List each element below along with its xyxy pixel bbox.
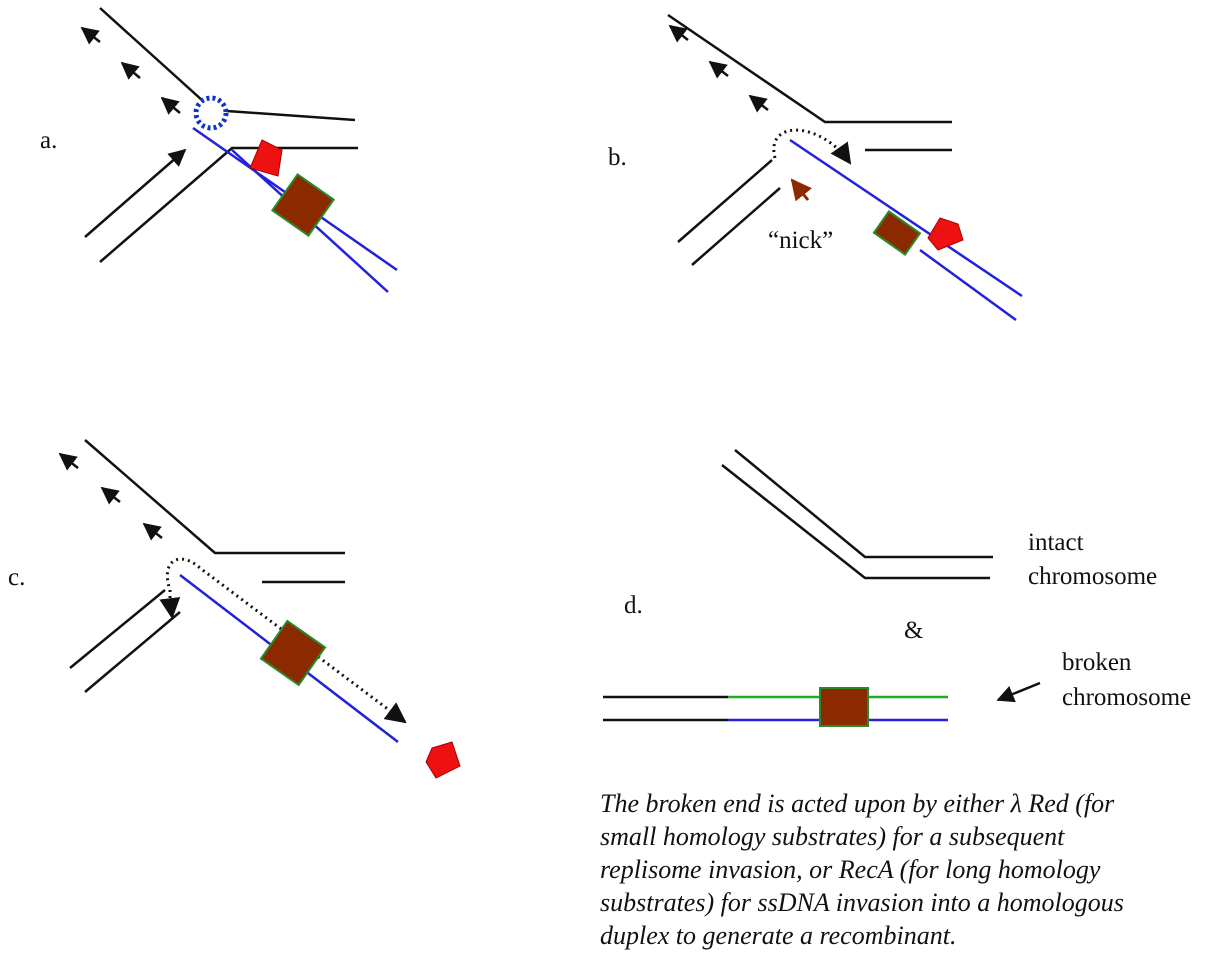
diagram: a. b. “nick” c. d. intact chromosome & b… [0,0,1225,959]
caption-line: small homology substrates) for a subsequ… [600,822,1065,851]
panel-label: c. [8,564,25,591]
caption-line: duplex to generate a recombinant. [600,921,956,950]
label: broken [1062,649,1132,676]
panel-a [82,8,397,292]
panel-label: d. [624,592,643,619]
annotation: “nick” [768,227,833,254]
panel-label: b. [608,144,627,171]
panel-d [603,450,1040,726]
caption-line: The broken end is acted upon by either λ… [600,789,1115,818]
panel-b [668,15,1022,320]
panel-c [60,440,460,778]
label: intact [1028,529,1084,556]
caption-line: replisome invasion, or RecA (for long ho… [600,855,1101,884]
panel-label: a. [40,127,57,154]
label: & [904,617,923,644]
label: chromosome [1062,684,1191,711]
label: chromosome [1028,563,1157,590]
caption-line: substrates) for ssDNA invasion into a ho… [600,888,1124,917]
